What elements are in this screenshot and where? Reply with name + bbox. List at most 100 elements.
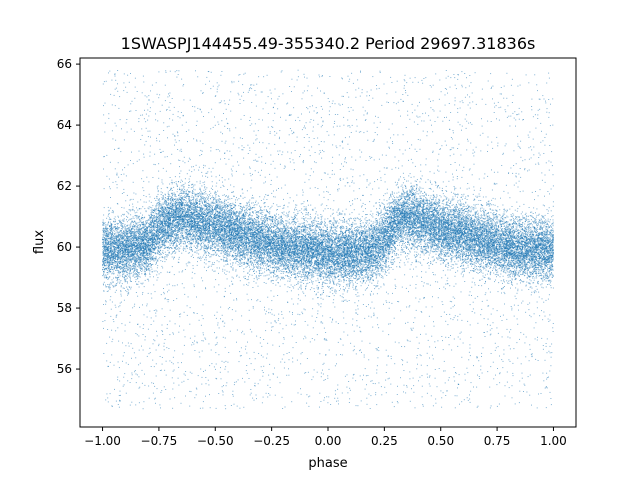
data-point xyxy=(370,408,371,409)
data-point xyxy=(315,226,316,227)
data-point xyxy=(168,290,169,291)
data-point xyxy=(410,225,411,226)
data-point xyxy=(117,187,118,188)
data-point xyxy=(291,217,292,218)
data-point xyxy=(498,333,499,334)
data-point xyxy=(303,283,304,284)
data-point xyxy=(186,122,187,123)
data-point xyxy=(270,379,271,380)
data-point xyxy=(336,221,337,222)
data-point xyxy=(204,192,205,193)
data-point xyxy=(252,275,253,276)
data-point xyxy=(527,219,528,220)
data-point xyxy=(220,102,221,103)
data-point xyxy=(149,258,150,259)
data-point xyxy=(322,76,323,77)
data-point xyxy=(253,198,254,199)
data-point xyxy=(395,279,396,280)
data-point xyxy=(232,265,233,266)
data-point xyxy=(163,203,164,204)
data-point xyxy=(413,378,414,379)
data-point xyxy=(533,147,534,148)
data-point xyxy=(382,155,383,156)
data-point xyxy=(155,224,156,225)
data-point xyxy=(298,272,299,273)
data-point xyxy=(253,221,254,222)
data-point xyxy=(133,234,134,235)
data-point xyxy=(228,242,229,243)
data-point xyxy=(317,227,318,228)
data-point xyxy=(329,270,330,271)
data-point xyxy=(369,223,370,224)
data-point xyxy=(466,214,467,215)
data-point xyxy=(225,347,226,348)
data-point xyxy=(238,147,239,148)
data-point xyxy=(550,281,551,282)
data-point xyxy=(544,205,545,206)
data-point xyxy=(112,279,113,280)
data-point xyxy=(184,195,185,196)
data-point xyxy=(390,77,391,78)
data-point xyxy=(134,277,135,278)
data-point xyxy=(461,205,462,206)
data-point xyxy=(215,197,216,198)
data-point xyxy=(392,402,393,403)
data-point xyxy=(260,337,261,338)
data-point xyxy=(136,382,137,383)
data-point xyxy=(487,371,488,372)
data-point xyxy=(509,345,510,346)
data-point xyxy=(427,263,428,264)
data-point xyxy=(307,279,308,280)
data-point xyxy=(227,128,228,129)
data-point xyxy=(288,368,289,369)
data-point xyxy=(343,318,344,319)
data-point xyxy=(435,399,436,400)
data-point xyxy=(320,237,321,238)
data-point xyxy=(252,269,253,270)
data-point xyxy=(251,84,252,85)
data-point xyxy=(230,263,231,264)
data-point xyxy=(392,169,393,170)
data-point xyxy=(382,276,383,277)
data-point xyxy=(384,167,385,168)
data-point xyxy=(512,278,513,279)
data-point xyxy=(531,265,532,266)
data-point xyxy=(400,377,401,378)
data-point xyxy=(312,269,313,270)
data-point xyxy=(374,139,375,140)
data-point xyxy=(162,334,163,335)
data-point xyxy=(340,266,341,267)
data-point xyxy=(291,265,292,266)
data-point xyxy=(381,214,382,215)
data-point xyxy=(432,272,433,273)
data-point xyxy=(443,263,444,264)
data-point xyxy=(519,227,520,228)
data-point xyxy=(501,234,502,235)
data-point xyxy=(281,265,282,266)
data-point xyxy=(346,162,347,163)
data-point xyxy=(417,276,418,277)
data-point xyxy=(161,242,162,243)
data-point xyxy=(104,132,105,133)
data-point xyxy=(138,364,139,365)
data-point xyxy=(457,270,458,271)
data-point xyxy=(459,374,460,375)
data-point xyxy=(432,207,433,208)
data-point xyxy=(177,149,178,150)
data-point xyxy=(331,264,332,265)
data-point xyxy=(192,195,193,196)
data-point xyxy=(539,260,540,261)
data-point xyxy=(364,318,365,319)
data-point xyxy=(511,284,512,285)
data-point xyxy=(265,330,266,331)
data-point xyxy=(313,376,314,377)
data-point xyxy=(443,204,444,205)
data-point xyxy=(106,155,107,156)
data-point xyxy=(475,217,476,218)
data-point xyxy=(509,275,510,276)
data-point xyxy=(520,279,521,280)
data-point xyxy=(323,237,324,238)
data-point xyxy=(164,258,165,259)
data-point xyxy=(159,94,160,95)
data-point xyxy=(430,246,431,247)
